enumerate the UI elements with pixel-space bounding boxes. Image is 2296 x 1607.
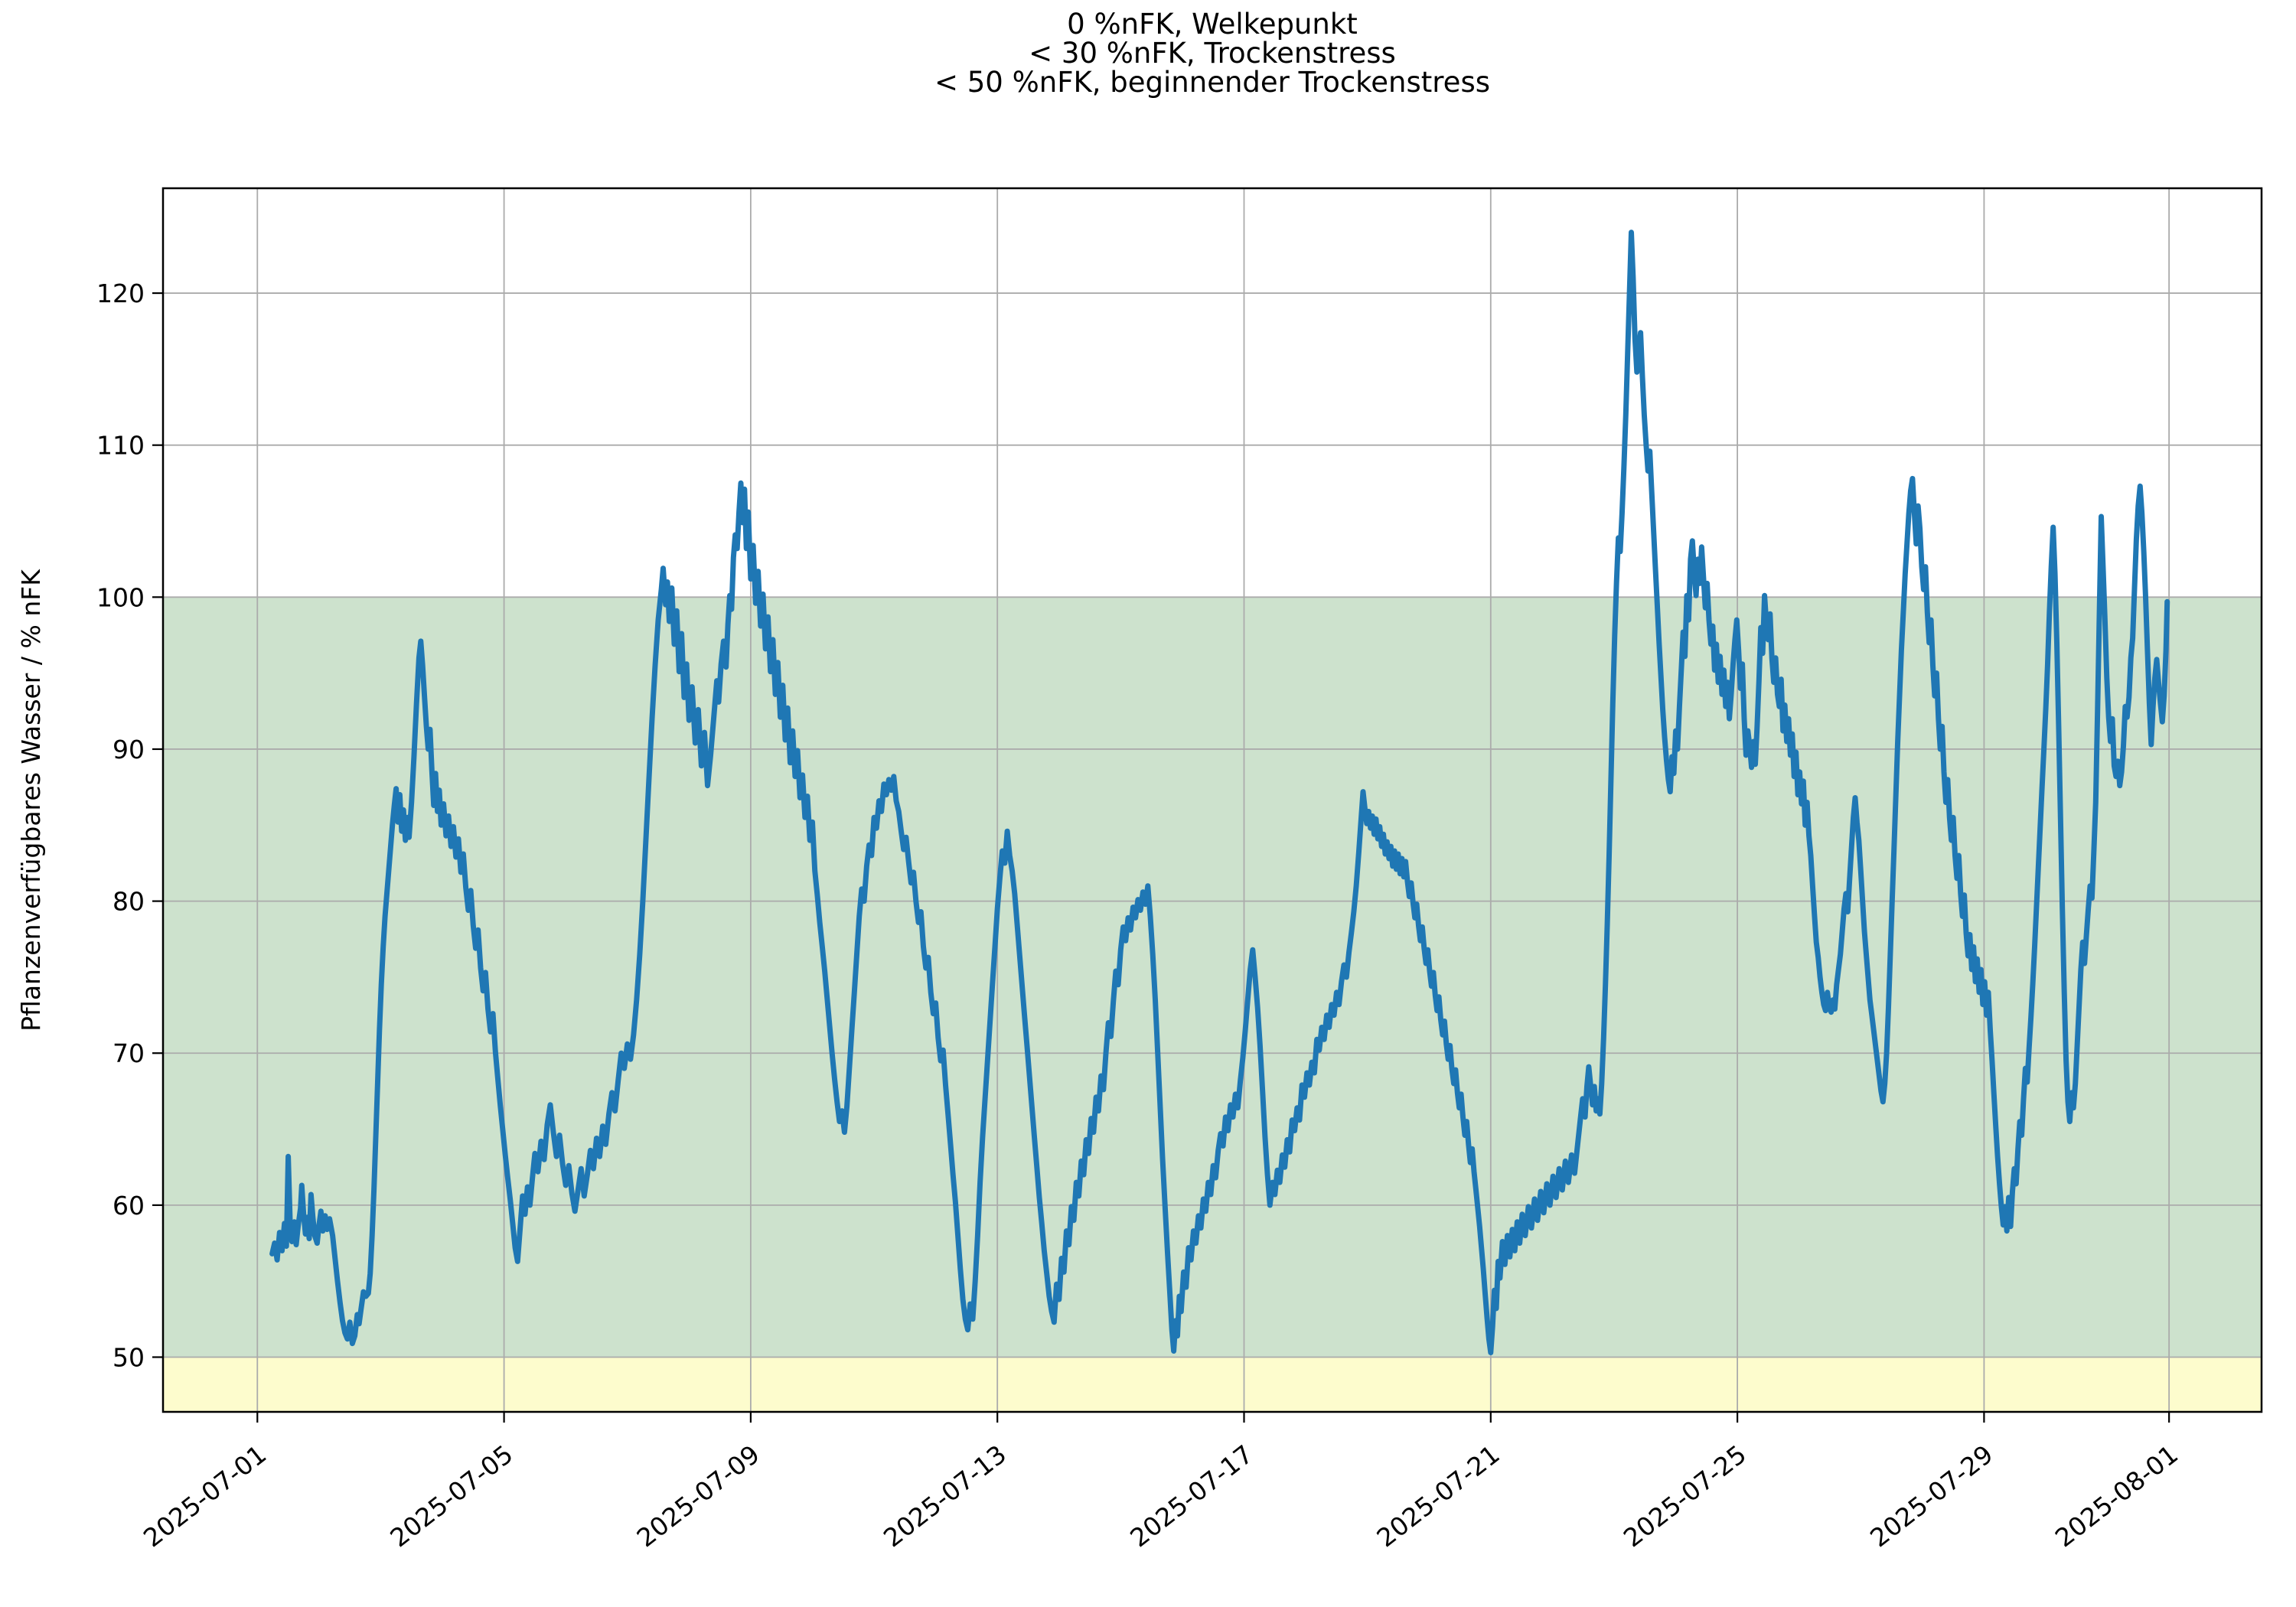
y-axis-label: Pflanzenverfügbares Wasser / % nFK	[16, 569, 46, 1032]
chart-title-line-3: < 50 %nFK, beginnender Trockenstress	[934, 66, 1490, 99]
x-tick-label: 2025-07-25	[1618, 1439, 1752, 1553]
x-tick-label: 2025-07-13	[878, 1439, 1012, 1553]
y-tick-label: 60	[113, 1191, 145, 1221]
x-tick-label: 2025-08-01	[2050, 1439, 2183, 1553]
above-beginning-drought-threshold-band	[163, 597, 2262, 1358]
y-tick-label: 120	[96, 279, 145, 308]
below-50-nfk-band	[163, 1357, 2262, 1412]
x-tick-label: 2025-07-05	[384, 1439, 518, 1553]
x-tick-label: 2025-07-17	[1124, 1439, 1258, 1553]
plot-layer: 50 60 70 80 90 100 110 120 2025-07-01 2025-07-05 2…	[96, 187, 2263, 1553]
chart-title-line-1: 0 %nFK, Welkepunkt	[1067, 8, 1358, 41]
x-tick-label: 2025-07-21	[1371, 1439, 1505, 1553]
chart-title-line-2: < 30 %nFK, Trockenstress	[1029, 37, 1396, 70]
plot-frame	[161, 187, 2263, 1413]
series-line-Pflanzenverfügbares Wasser	[269, 230, 2170, 1355]
y-tick-label: 50	[113, 1342, 145, 1372]
x-tick-label: 2025-07-01	[138, 1439, 272, 1553]
y-tick-label: 100	[96, 582, 145, 612]
x-tick-label: 2025-07-29	[1864, 1439, 1998, 1553]
y-tick-label: 70	[113, 1038, 145, 1068]
y-tick-label: 80	[113, 887, 145, 917]
x-tick-label: 2025-07-09	[631, 1439, 765, 1553]
y-tick-label: 90	[113, 735, 145, 764]
y-tick-label: 110	[96, 431, 145, 461]
